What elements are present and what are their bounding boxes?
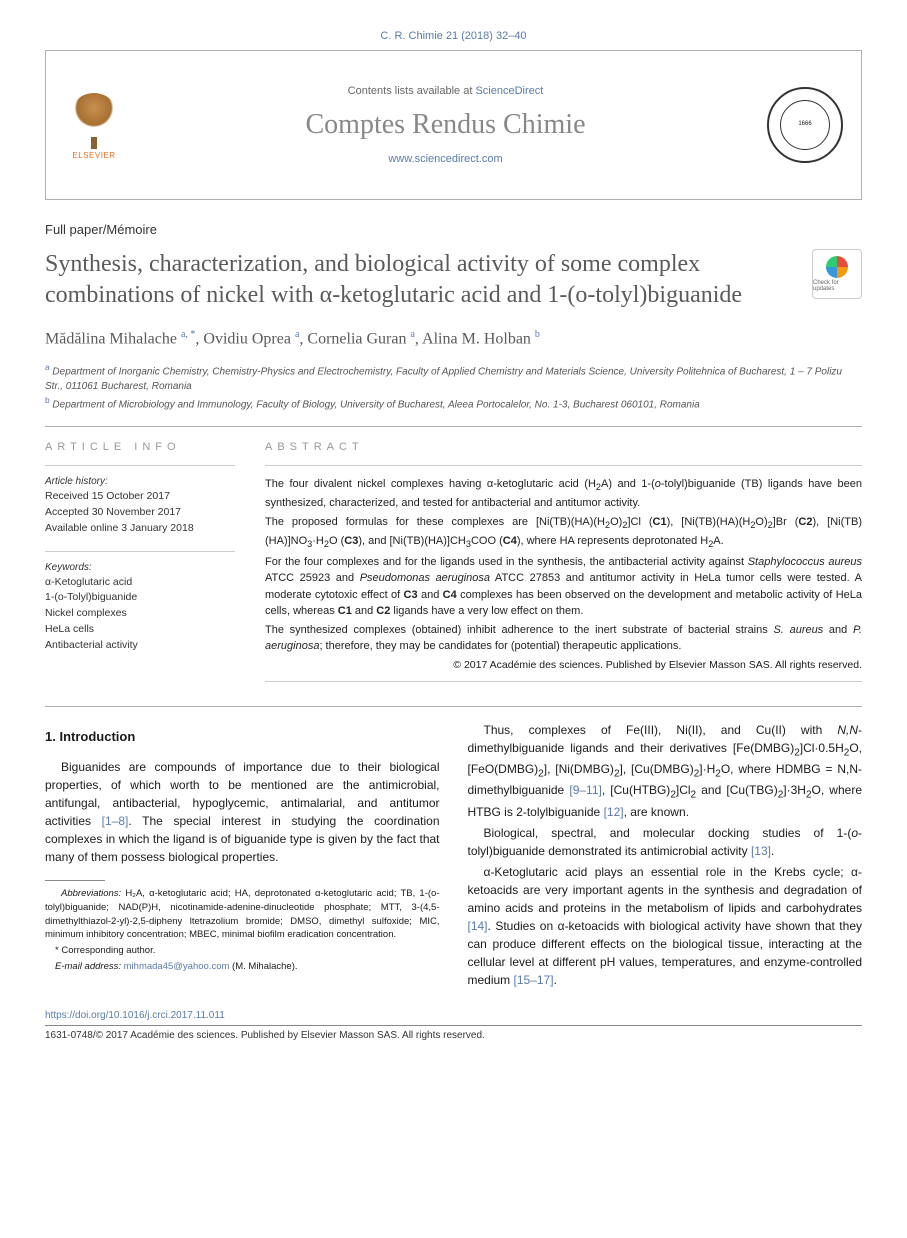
- keyword-2: Nickel complexes: [45, 606, 235, 622]
- abstract-block: ABSTRACT The four divalent nickel comple…: [265, 441, 862, 691]
- affiliations: a Department of Inorganic Chemistry, Che…: [45, 361, 862, 413]
- history-online: Available online 3 January 2018: [45, 521, 235, 537]
- abstract-heading: ABSTRACT: [265, 441, 862, 453]
- affiliation-b: Department of Microbiology and Immunolog…: [52, 399, 699, 410]
- journal-url[interactable]: www.sciencedirect.com: [124, 153, 767, 165]
- crossmark-label: Check for updates: [813, 280, 861, 292]
- keyword-0: α-Ketoglutaric acid: [45, 575, 235, 591]
- citation-header: C. R. Chimie 21 (2018) 32–40: [45, 30, 862, 42]
- sciencedirect-link[interactable]: ScienceDirect: [475, 85, 543, 97]
- keyword-1: 1-(o-Tolyl)biguanide: [45, 590, 235, 606]
- body-column-right: Thus, complexes of Fe(III), Ni(II), and …: [468, 721, 863, 992]
- elsevier-tree-icon: [69, 93, 119, 143]
- footnote-abbrev: Abbreviations: H₂A, α-ketoglutaric acid;…: [45, 887, 440, 942]
- article-info-block: ARTICLE INFO Article history: Received 1…: [45, 441, 235, 691]
- history-accepted: Accepted 30 November 2017: [45, 505, 235, 521]
- ref-14[interactable]: [14]: [468, 919, 488, 933]
- abstract-p2: For the four complexes and for the ligan…: [265, 554, 862, 620]
- crossmark-icon: [826, 256, 848, 278]
- article-type: Full paper/Mémoire: [45, 222, 862, 237]
- body-c1-p0: Biguanides are compounds of importance d…: [45, 758, 440, 866]
- body-c2-p1: Biological, spectral, and molecular dock…: [468, 824, 863, 860]
- ref-13[interactable]: [13]: [751, 844, 771, 858]
- abstract-p1: The proposed formulas for these complexe…: [265, 514, 862, 552]
- keywords-heading: Keywords:: [45, 562, 235, 573]
- body-c2-p0: Thus, complexes of Fe(III), Ni(II), and …: [468, 721, 863, 821]
- ref-12[interactable]: [12]: [604, 805, 624, 819]
- abstract-p3: The synthesized complexes (obtained) inh…: [265, 622, 862, 655]
- footnote-corresponding: * Corresponding author.: [45, 944, 440, 958]
- email-link[interactable]: mihmada45@yahoo.com: [124, 961, 230, 972]
- authors-line: Mădălina Mihalache a, *, Ovidiu Oprea a,…: [45, 329, 862, 348]
- body-column-left: 1. Introduction Biguanides are compounds…: [45, 721, 440, 992]
- crossmark-badge[interactable]: Check for updates: [812, 249, 862, 299]
- aff-marker-b: b: [45, 395, 50, 405]
- elsevier-label: ELSEVIER: [72, 151, 115, 160]
- ref-15-17[interactable]: [15–17]: [514, 973, 554, 987]
- contents-prefix: Contents lists available at: [348, 85, 476, 97]
- academie-seal-icon: 1666: [767, 87, 843, 163]
- body-c2-p2: α-Ketoglutaric acid plays an essential r…: [468, 863, 863, 989]
- journal-title: Comptes Rendus Chimie: [124, 109, 767, 141]
- abstract-p0: The four divalent nickel complexes havin…: [265, 476, 862, 511]
- seal-year: 1666: [798, 121, 811, 128]
- journal-header: ELSEVIER Contents lists available at Sci…: [45, 50, 862, 200]
- contents-line: Contents lists available at ScienceDirec…: [124, 85, 767, 97]
- ref-1-8[interactable]: [1–8]: [102, 814, 129, 828]
- footnote-email: E-mail address: mihmada45@yahoo.com (M. …: [45, 960, 440, 974]
- section-heading-intro: 1. Introduction: [45, 727, 440, 747]
- footnotes: Abbreviations: H₂A, α-ketoglutaric acid;…: [45, 887, 440, 974]
- abstract-copyright: © 2017 Académie des sciences. Published …: [265, 659, 862, 671]
- footer-copyright: 1631-0748/© 2017 Académie des sciences. …: [45, 1030, 862, 1041]
- article-title: Synthesis, characterization, and biologi…: [45, 249, 792, 311]
- article-info-heading: ARTICLE INFO: [45, 441, 235, 453]
- aff-marker-a: a: [45, 362, 50, 372]
- keyword-3: HeLa cells: [45, 622, 235, 638]
- doi-link[interactable]: https://doi.org/10.1016/j.crci.2017.11.0…: [45, 1010, 862, 1021]
- history-received: Received 15 October 2017: [45, 489, 235, 505]
- history-heading: Article history:: [45, 476, 235, 487]
- keyword-4: Antibacterial activity: [45, 638, 235, 654]
- ref-9-11[interactable]: [9–11]: [569, 783, 601, 797]
- affiliation-a: Department of Inorganic Chemistry, Chemi…: [45, 366, 842, 392]
- elsevier-logo: ELSEVIER: [64, 90, 124, 160]
